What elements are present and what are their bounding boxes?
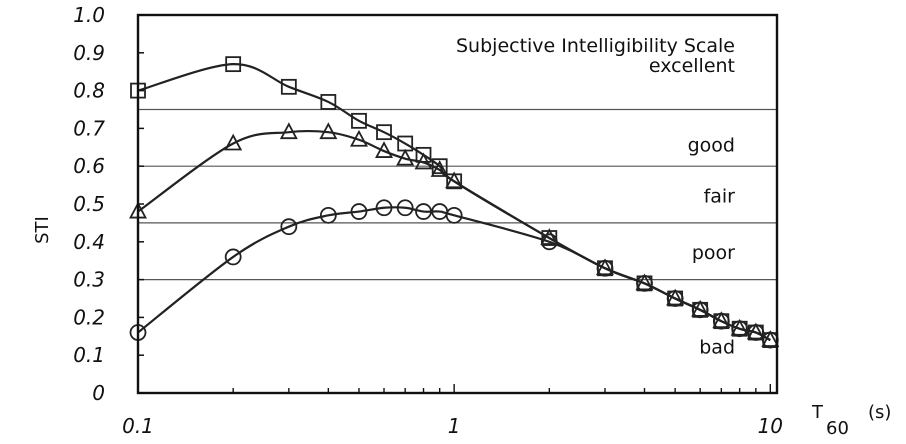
- y-tick-label: 0.6: [73, 154, 105, 178]
- circle-marker: [712, 312, 730, 330]
- y-tick-label: 0: [92, 381, 105, 405]
- x-axis-label: T: [811, 402, 824, 423]
- triangle-marker: [396, 148, 415, 166]
- y-tick-label: 0.1: [73, 343, 105, 367]
- band-label: poor: [692, 242, 735, 264]
- circle-marker: [747, 324, 765, 341]
- band-label: good: [688, 134, 735, 156]
- triangle-marker: [691, 299, 710, 317]
- x-tick-label: 1: [448, 414, 461, 438]
- x-axis-unit: (s): [868, 402, 891, 423]
- band-labels: excellent good fair poor bad: [649, 55, 735, 359]
- circle-marker: [224, 248, 242, 266]
- y-tick-label: 0.4: [73, 230, 105, 254]
- circle-marker: [731, 320, 749, 338]
- circle-marker: [350, 203, 368, 220]
- square-marker: [225, 56, 242, 73]
- triangle-marker: [349, 129, 368, 147]
- square-marker: [431, 158, 448, 175]
- square-marker: [280, 78, 297, 95]
- y-tick-label: 0.7: [73, 116, 105, 140]
- y-tick-label: 0.5: [73, 192, 105, 216]
- triangle-marker: [712, 311, 731, 329]
- y-axis-ticks: 0 0.1 0.2 0.3 0.4 0.5 0.6 0.7 0.8 0.9 1.0: [73, 3, 144, 405]
- triangle-marker: [540, 228, 559, 245]
- band-label: fair: [704, 185, 736, 207]
- triangle-marker: [375, 141, 394, 158]
- data-markers: [128, 56, 780, 349]
- circle-marker: [445, 206, 463, 224]
- circle-marker: [280, 218, 298, 236]
- x-axis-ticks: 0.1 1 10: [122, 384, 783, 438]
- triangle-marker: [595, 258, 614, 276]
- triangle-marker: [224, 133, 243, 151]
- scale-title: Subjective Intelligibility Scale: [456, 35, 735, 57]
- x-axis-label-subscript: 60: [826, 418, 849, 439]
- triangle-marker: [414, 152, 433, 170]
- square-marker: [376, 124, 392, 141]
- y-tick-label: 1.0: [73, 3, 105, 27]
- y-tick-label: 0.9: [73, 41, 105, 65]
- circle-marker: [319, 206, 337, 224]
- curve-triangle-series: [137, 129, 771, 342]
- sti-curves: [137, 63, 771, 342]
- triangle-marker: [445, 171, 464, 189]
- x-tick-label: 0.1: [122, 414, 154, 438]
- y-axis-label: STI: [32, 216, 53, 244]
- y-tick-label: 0.3: [73, 268, 105, 292]
- triangle-marker: [746, 322, 765, 340]
- triangle-marker: [430, 160, 449, 177]
- circle-marker: [540, 233, 558, 251]
- x-tick-label: 10: [758, 414, 783, 438]
- circle-marker: [666, 290, 684, 307]
- triangle-marker: [761, 330, 780, 347]
- triangle-marker: [730, 318, 749, 336]
- circle-marker: [396, 199, 414, 217]
- triangle-marker: [319, 122, 338, 140]
- curve-circle-series: [137, 206, 771, 342]
- square-marker: [351, 112, 367, 129]
- intelligibility-band-lines: [138, 108, 777, 281]
- circle-marker: [691, 301, 709, 319]
- band-label: bad: [699, 337, 735, 359]
- y-tick-label: 0.8: [73, 79, 105, 103]
- circle-marker: [636, 274, 653, 292]
- band-label: excellent: [649, 55, 735, 77]
- circle-marker: [596, 259, 614, 277]
- circle-marker: [375, 199, 393, 217]
- square-marker: [320, 94, 337, 110]
- triangle-marker: [279, 122, 298, 140]
- y-tick-label: 0.2: [73, 305, 105, 329]
- triangle-marker: [666, 288, 685, 306]
- square-marker: [415, 146, 432, 163]
- triangle-marker: [635, 273, 654, 291]
- circle-marker: [415, 203, 432, 220]
